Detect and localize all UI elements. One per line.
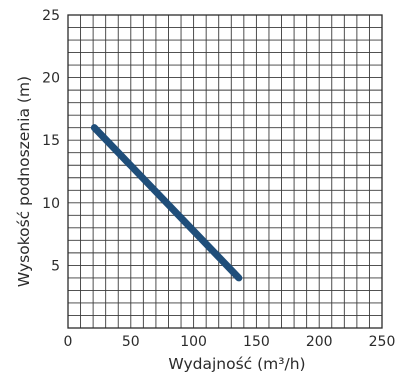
x-tick-label: 200 [306,334,333,350]
x-tick-label: 250 [369,334,396,350]
series-line-0 [90,124,243,282]
y-tick-label: 25 [42,8,60,24]
series-layer [90,124,243,282]
x-tick-label: 150 [243,334,270,350]
y-tick-label: 15 [42,133,60,149]
grid [68,15,382,328]
y-tick-label: 10 [42,196,60,212]
x-tick-label: 0 [64,334,73,350]
y-tick-label: 5 [51,258,60,274]
y-tick-label: 20 [42,71,60,87]
plot-frame [67,14,383,329]
x-tick-labels: 0 50 100 150 200 250 [64,334,396,350]
x-tick-label: 50 [122,334,140,350]
x-tick-label: 100 [180,334,207,350]
y-axis-label: Wysokość podnoszenia (m) [15,76,33,287]
y-tick-labels: 5 10 15 20 25 [42,8,60,274]
x-axis-label: Wydajność (m³/h) [168,355,305,373]
